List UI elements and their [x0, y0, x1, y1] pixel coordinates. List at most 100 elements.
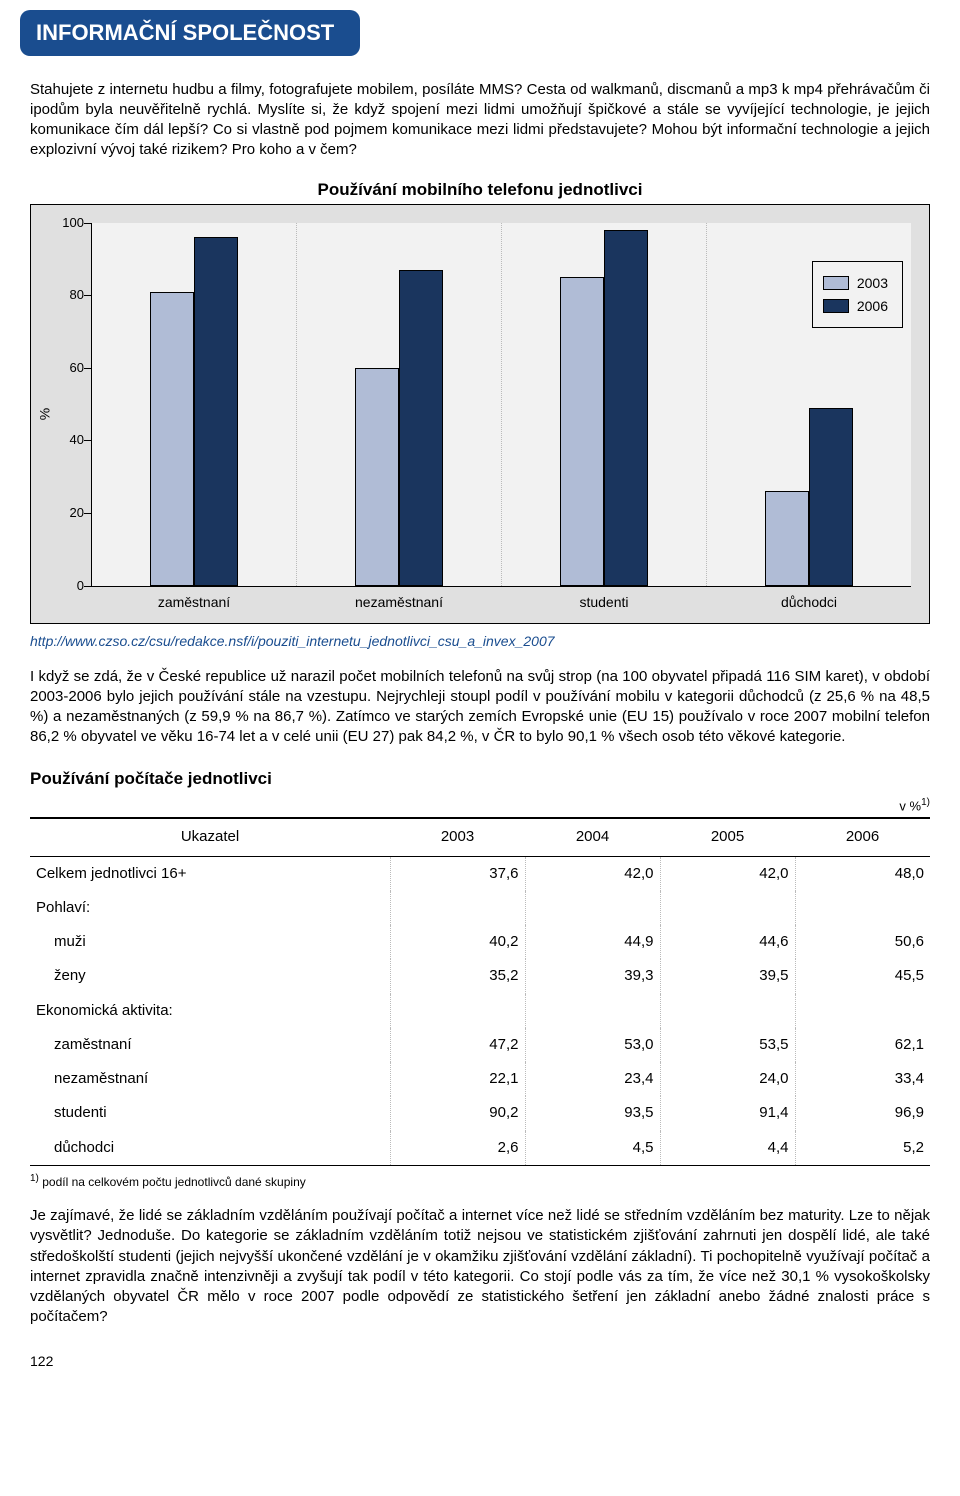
- cell: 35,2: [390, 959, 525, 993]
- ytick: [84, 223, 92, 224]
- cell: 48,0: [795, 856, 930, 891]
- ytick: [84, 586, 92, 587]
- cell: [660, 994, 795, 1028]
- cell: 4,4: [660, 1131, 795, 1166]
- cell: 24,0: [660, 1062, 795, 1096]
- cell: 50,6: [795, 925, 930, 959]
- category-label: zaměstnaní: [92, 593, 296, 612]
- row-label: muži: [30, 925, 390, 959]
- bar-2003-studenti: [560, 277, 604, 586]
- row-label: Pohlaví:: [30, 891, 390, 925]
- cell: [795, 994, 930, 1028]
- data-table: Ukazatel2003200420052006 Celkem jednotli…: [30, 817, 930, 1166]
- section-title: INFORMAČNÍ SPOLEČNOST: [36, 20, 334, 45]
- table-row: Ekonomická aktivita:: [30, 994, 930, 1028]
- cell: 91,4: [660, 1096, 795, 1130]
- ytick-label: 0: [50, 577, 84, 595]
- ytick-label: 40: [50, 432, 84, 450]
- cell: 62,1: [795, 1028, 930, 1062]
- cell: 22,1: [390, 1062, 525, 1096]
- ytick-label: 80: [50, 286, 84, 304]
- table-col-3: 2005: [660, 818, 795, 856]
- table-col-0: Ukazatel: [30, 818, 390, 856]
- ytick-label: 60: [50, 359, 84, 377]
- ytick-label: 100: [50, 214, 84, 232]
- cell: [795, 891, 930, 925]
- bar-2003-nezaměstnaní: [355, 368, 399, 586]
- table-row: muži40,244,944,650,6: [30, 925, 930, 959]
- category-label: nezaměstnaní: [297, 593, 501, 612]
- cell: 5,2: [795, 1131, 930, 1166]
- chart-container: Používání mobilního telefonu jednotlivci…: [30, 179, 930, 624]
- category-nezaměstnaní: nezaměstnaní: [296, 223, 501, 586]
- cell: 53,0: [525, 1028, 660, 1062]
- cell: 23,4: [525, 1062, 660, 1096]
- footnote-sup: 1): [30, 1173, 39, 1184]
- legend-swatch: [823, 299, 849, 313]
- row-label: studenti: [30, 1096, 390, 1130]
- table-footnote: 1) podíl na celkovém počtu jednotlivců d…: [30, 1172, 930, 1190]
- table-col-2: 2004: [525, 818, 660, 856]
- cell: 2,6: [390, 1131, 525, 1166]
- category-label: studenti: [502, 593, 706, 612]
- row-label: důchodci: [30, 1131, 390, 1166]
- paragraph-1: I když se zdá, že v České republice už n…: [30, 667, 930, 748]
- cell: 53,5: [660, 1028, 795, 1062]
- y-axis-label: %: [36, 407, 55, 419]
- table-header-row: Ukazatel2003200420052006: [30, 818, 930, 856]
- legend: 2003 2006: [812, 261, 903, 329]
- cell: 90,2: [390, 1096, 525, 1130]
- ytick: [84, 295, 92, 296]
- chart-title: Používání mobilního telefonu jednotlivci: [30, 179, 930, 202]
- chart-box: % zaměstnanínezaměstnanístudentidůchodci…: [30, 204, 930, 624]
- bar-2003-zaměstnaní: [150, 292, 194, 586]
- cell: 39,5: [660, 959, 795, 993]
- table-row: zaměstnaní47,253,053,562,1: [30, 1028, 930, 1062]
- cell: 45,5: [795, 959, 930, 993]
- bar-2006-studenti: [604, 230, 648, 586]
- table-row: studenti90,293,591,496,9: [30, 1096, 930, 1130]
- bar-2006-nezaměstnaní: [399, 270, 443, 586]
- ytick-label: 20: [50, 504, 84, 522]
- cell: 4,5: [525, 1131, 660, 1166]
- category-zaměstnaní: zaměstnaní: [92, 223, 296, 586]
- footnote-text: podíl na celkovém počtu jednotlivců dané…: [42, 1175, 306, 1189]
- paragraph-2: Je zajímavé, že lidé se základním vzdělá…: [30, 1206, 930, 1328]
- page-number: 122: [30, 1352, 930, 1371]
- category-label: důchodci: [707, 593, 911, 612]
- table-row: Celkem jednotlivci 16+37,642,042,048,0: [30, 856, 930, 891]
- ytick: [84, 440, 92, 441]
- cell: [390, 891, 525, 925]
- row-label: Celkem jednotlivci 16+: [30, 856, 390, 891]
- cell: 39,3: [525, 959, 660, 993]
- bar-2003-důchodci: [765, 491, 809, 585]
- table-body: Celkem jednotlivci 16+37,642,042,048,0Po…: [30, 856, 930, 1165]
- cell: 44,6: [660, 925, 795, 959]
- legend-label: 2003: [857, 274, 888, 293]
- cell: 93,5: [525, 1096, 660, 1130]
- cell: [390, 994, 525, 1028]
- bars-row: zaměstnanínezaměstnanístudentidůchodci: [92, 223, 911, 586]
- cell: 37,6: [390, 856, 525, 891]
- ytick: [84, 368, 92, 369]
- legend-swatch: [823, 276, 849, 290]
- cell: 42,0: [525, 856, 660, 891]
- cell: 33,4: [795, 1062, 930, 1096]
- legend-item-2006: 2006: [823, 297, 888, 316]
- bar-2006-zaměstnaní: [194, 237, 238, 585]
- row-label: zaměstnaní: [30, 1028, 390, 1062]
- cell: 96,9: [795, 1096, 930, 1130]
- table-unit: v %1): [30, 796, 930, 815]
- bar-2006-důchodci: [809, 408, 853, 586]
- table-col-4: 2006: [795, 818, 930, 856]
- plot-area: zaměstnanínezaměstnanístudentidůchodci 0…: [91, 223, 911, 587]
- row-label: nezaměstnaní: [30, 1062, 390, 1096]
- source-link: http://www.czso.cz/csu/redakce.nsf/i/pou…: [30, 632, 930, 651]
- cell: 44,9: [525, 925, 660, 959]
- section-header: INFORMAČNÍ SPOLEČNOST: [20, 10, 360, 56]
- unit-label: v %: [899, 799, 921, 814]
- ytick: [84, 513, 92, 514]
- row-label: ženy: [30, 959, 390, 993]
- table-row: nezaměstnaní22,123,424,033,4: [30, 1062, 930, 1096]
- cell: [525, 891, 660, 925]
